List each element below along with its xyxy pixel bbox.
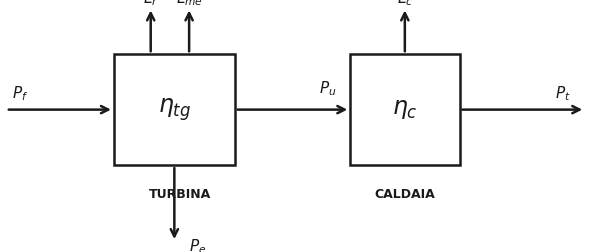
Text: $\eta_{tg}$: $\eta_{tg}$: [158, 96, 191, 123]
Text: $L_{me}$: $L_{me}$: [176, 0, 203, 8]
Text: $P_f$: $P_f$: [12, 84, 28, 103]
Text: $L_c$: $L_c$: [397, 0, 413, 8]
FancyBboxPatch shape: [350, 54, 460, 165]
Text: TURBINA: TURBINA: [149, 188, 212, 201]
Text: $L_r$: $L_r$: [143, 0, 158, 8]
Text: $P_t$: $P_t$: [554, 84, 570, 103]
FancyBboxPatch shape: [113, 54, 235, 165]
Text: CALDAIA: CALDAIA: [375, 188, 435, 201]
Text: $P_u$: $P_u$: [319, 79, 337, 98]
Text: $P_e$: $P_e$: [189, 237, 206, 252]
Text: $\eta_{c}$: $\eta_{c}$: [392, 98, 418, 121]
